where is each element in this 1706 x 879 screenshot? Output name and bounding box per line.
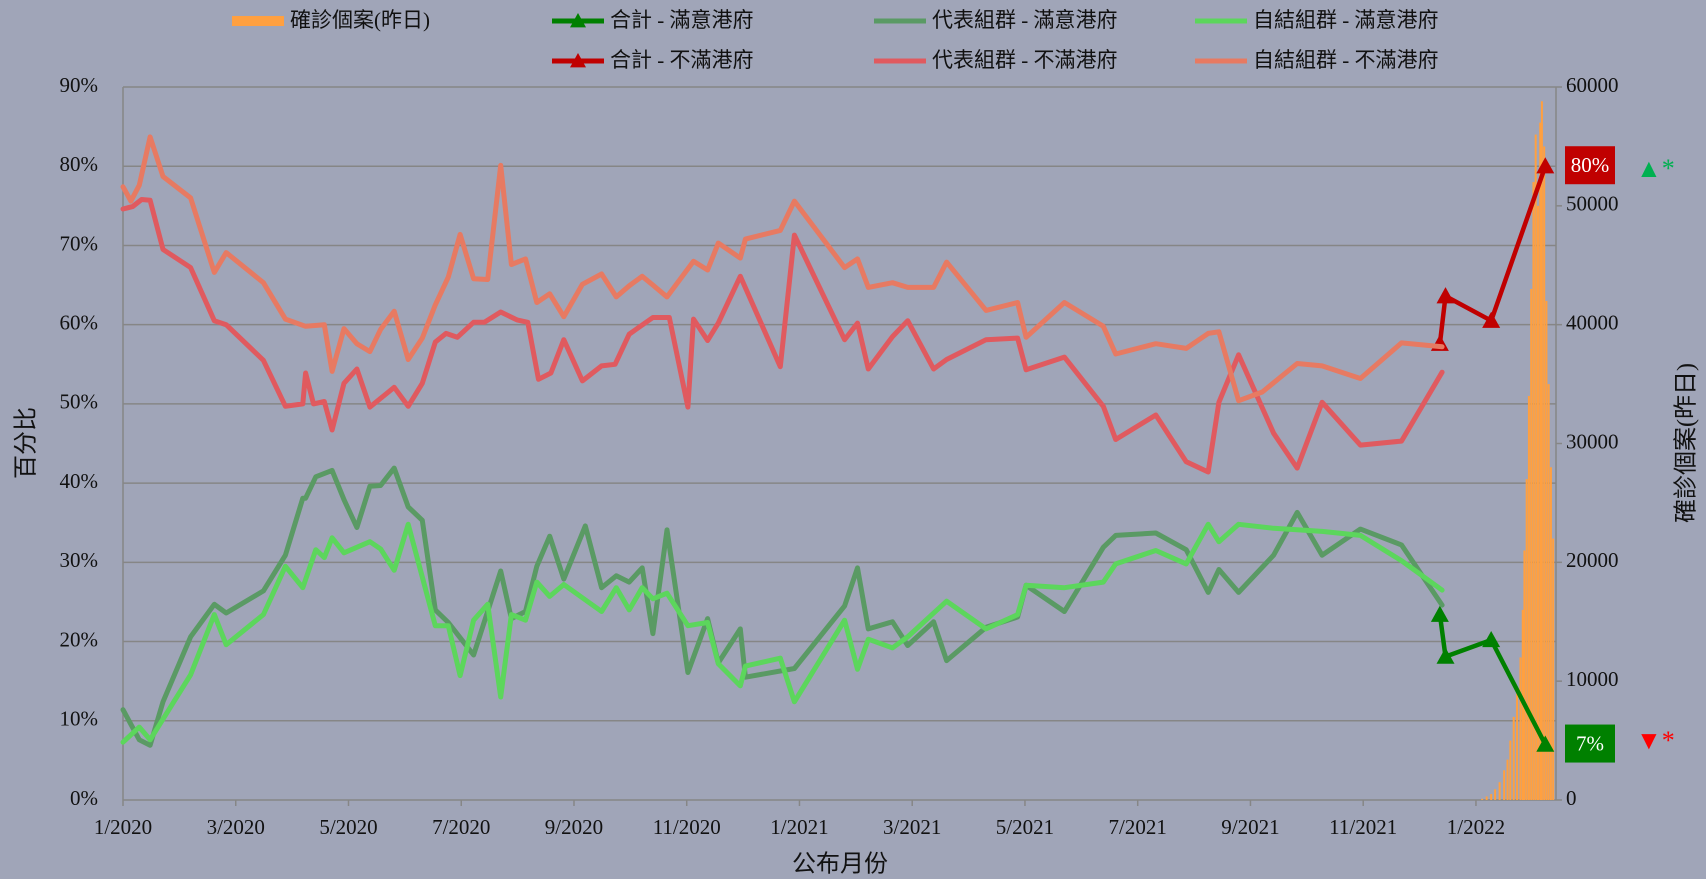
x-tick-label: 3/2021 <box>883 815 941 839</box>
case-bar <box>1506 759 1509 800</box>
series-line <box>1437 163 1548 346</box>
case-bar <box>1509 740 1512 800</box>
x-tick-label: 1/2020 <box>94 815 152 839</box>
x-tick-label: 11/2021 <box>1329 815 1397 839</box>
case-bar <box>1540 101 1543 800</box>
y2-tick-label: 60000 <box>1566 73 1619 97</box>
y2-tick-label: 30000 <box>1566 429 1619 453</box>
y-tick-label: 10% <box>60 707 99 731</box>
series-marker <box>1482 630 1501 648</box>
series-marker <box>1436 647 1455 664</box>
x-tick-label: 11/2020 <box>653 815 721 839</box>
y-axis-title: 百分比 <box>13 407 40 479</box>
y-tick-label: 0% <box>70 786 98 810</box>
x-tick-label: 7/2020 <box>432 815 490 839</box>
value-label-box <box>1565 146 1615 185</box>
x-axis-title: 公布月份 <box>792 851 888 878</box>
x-tick-label: 7/2021 <box>1109 815 1167 839</box>
y2-tick-label: 40000 <box>1566 310 1619 334</box>
series-marker <box>1536 157 1555 174</box>
case-bar <box>1539 122 1542 800</box>
x-tick-label: 3/2020 <box>207 815 265 839</box>
case-bar <box>1552 538 1555 800</box>
case-bar <box>1490 794 1493 800</box>
series-marker <box>1482 311 1501 328</box>
case-bar <box>1536 205 1539 801</box>
x-tick-label: 5/2021 <box>996 815 1054 839</box>
y2-tick-label: 10000 <box>1566 667 1619 691</box>
case-bar <box>1516 693 1519 800</box>
y-tick-label: 50% <box>60 390 99 414</box>
y-tick-label: 80% <box>60 152 99 176</box>
value-label: 7% <box>1576 731 1604 755</box>
value-label: 80% <box>1571 153 1610 177</box>
y-tick-label: 40% <box>60 469 99 493</box>
case-bar <box>1543 146 1546 800</box>
series-line <box>120 134 1445 404</box>
case-bar <box>1512 716 1515 800</box>
y2-tick-label: 20000 <box>1566 548 1619 572</box>
case-bar <box>1494 789 1497 800</box>
y-tick-label: 70% <box>60 231 99 255</box>
case-bar <box>1485 796 1488 800</box>
series-marker <box>1436 287 1455 304</box>
y-tick-label: 20% <box>60 627 99 651</box>
series-marker <box>1536 735 1555 752</box>
x-tick-label: 9/2020 <box>545 815 603 839</box>
legend-label: 代表組群 - 滿意港府 <box>932 8 1118 32</box>
case-bar <box>1547 384 1550 800</box>
series-line <box>120 197 1445 475</box>
y2-tick-label: 50000 <box>1566 192 1619 216</box>
legend-label: 確診個案(昨日) <box>290 8 430 32</box>
case-bar <box>1525 479 1528 800</box>
case-bar <box>1534 134 1537 801</box>
case-bar <box>1532 182 1535 801</box>
legend-label: 自結組群 - 滿意港府 <box>1253 8 1439 32</box>
case-bar <box>1523 550 1526 800</box>
series-line <box>120 465 1445 748</box>
legend-label: 合計 - 不滿港府 <box>610 48 754 72</box>
x-tick-label: 1/2022 <box>1447 815 1505 839</box>
annotation: ▼* <box>1636 726 1675 755</box>
y2-tick-label: 0 <box>1566 786 1577 810</box>
y-tick-label: 30% <box>60 548 99 572</box>
value-label-box <box>1565 724 1615 763</box>
legend-marker <box>570 13 586 28</box>
legend-label: 代表組群 - 不滿港府 <box>932 48 1118 72</box>
case-bar <box>1527 395 1530 800</box>
annotation: ▲* <box>1636 154 1675 183</box>
case-bar <box>1503 770 1506 800</box>
case-bar <box>1549 467 1552 800</box>
case-bar <box>1519 657 1522 800</box>
x-tick-label: 1/2021 <box>770 815 828 839</box>
case-bar <box>1498 782 1501 800</box>
y2-axis-title: 確診個案(昨日) <box>1673 363 1700 523</box>
legend-marker <box>570 53 586 68</box>
x-tick-label: 5/2020 <box>319 815 377 839</box>
case-bar <box>1530 289 1533 800</box>
case-bar <box>1481 798 1484 800</box>
series-line <box>120 521 1445 745</box>
case-bar <box>1545 300 1548 800</box>
x-tick-label: 9/2021 <box>1221 815 1279 839</box>
series-line <box>1437 612 1548 747</box>
y-tick-label: 90% <box>60 73 99 97</box>
legend-label: 合計 - 滿意港府 <box>610 8 754 32</box>
series-marker <box>1430 605 1449 622</box>
legend-label: 自結組群 - 不滿港府 <box>1253 48 1439 72</box>
y-tick-label: 60% <box>60 310 99 334</box>
